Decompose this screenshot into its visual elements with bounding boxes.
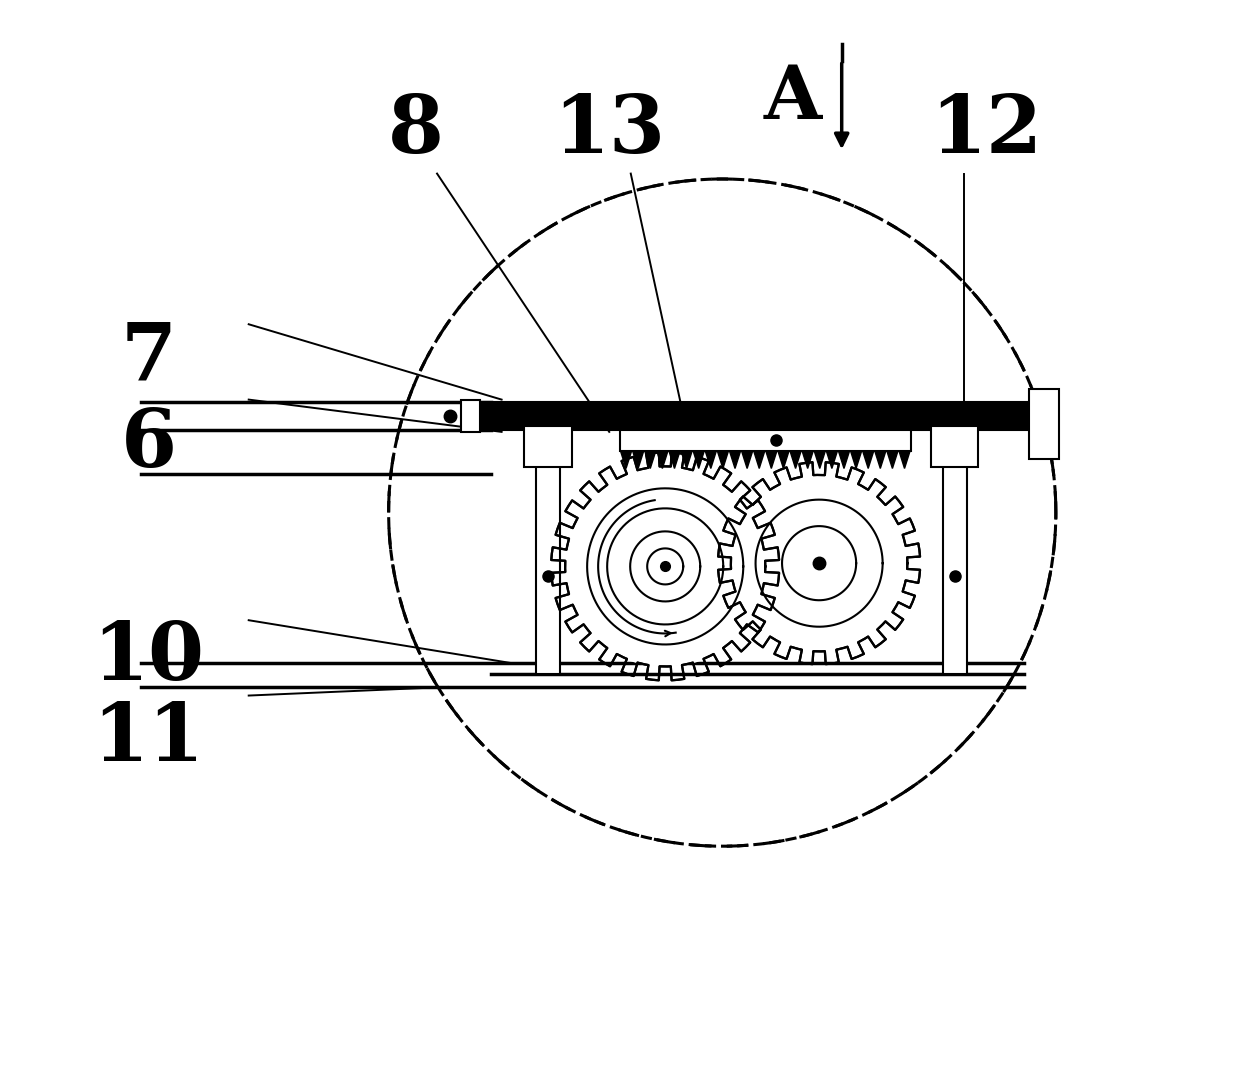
Polygon shape xyxy=(730,475,908,652)
Polygon shape xyxy=(657,451,668,468)
Polygon shape xyxy=(899,451,910,468)
Text: A: A xyxy=(763,62,821,135)
Polygon shape xyxy=(790,451,801,468)
Bar xyxy=(620,429,910,451)
Polygon shape xyxy=(565,466,765,667)
Polygon shape xyxy=(729,451,740,468)
Bar xyxy=(525,426,572,467)
Polygon shape xyxy=(838,451,849,468)
Polygon shape xyxy=(851,451,862,468)
Text: 10: 10 xyxy=(93,619,205,697)
Polygon shape xyxy=(632,451,644,468)
Polygon shape xyxy=(887,451,898,468)
Polygon shape xyxy=(815,451,826,468)
Polygon shape xyxy=(742,451,753,468)
Polygon shape xyxy=(706,451,717,468)
Text: 6: 6 xyxy=(120,406,176,483)
Polygon shape xyxy=(754,451,765,468)
Polygon shape xyxy=(645,451,656,468)
Polygon shape xyxy=(875,451,885,468)
Polygon shape xyxy=(670,451,680,468)
Bar xyxy=(942,429,966,674)
Polygon shape xyxy=(863,451,874,468)
Text: 11: 11 xyxy=(93,699,205,778)
Text: 7: 7 xyxy=(120,319,176,398)
Text: 12: 12 xyxy=(930,92,1042,169)
Bar xyxy=(536,429,559,674)
Bar xyxy=(480,401,1034,429)
Polygon shape xyxy=(693,451,704,468)
Polygon shape xyxy=(681,451,692,468)
Text: 8: 8 xyxy=(388,92,444,169)
Bar xyxy=(1029,390,1059,460)
Polygon shape xyxy=(718,451,728,468)
Bar xyxy=(1034,399,1054,432)
Polygon shape xyxy=(777,451,789,468)
Text: 13: 13 xyxy=(553,92,665,169)
Bar xyxy=(931,426,978,467)
Polygon shape xyxy=(802,451,813,468)
Bar xyxy=(461,399,480,432)
Polygon shape xyxy=(826,451,837,468)
Polygon shape xyxy=(620,451,631,468)
Polygon shape xyxy=(766,451,776,468)
